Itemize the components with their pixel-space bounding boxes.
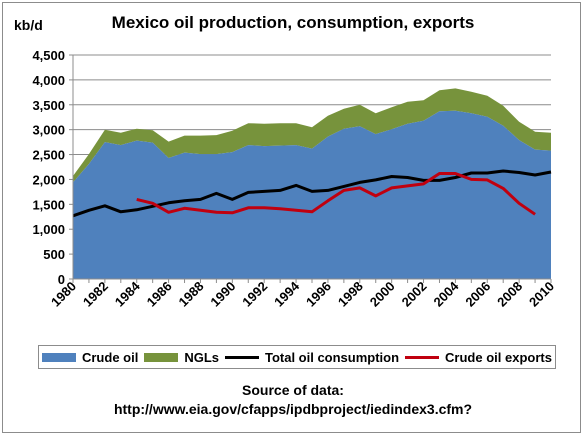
legend-item-crude-oil-exports: Crude oil exports <box>405 350 552 365</box>
legend-swatch-total-oil-consumption <box>224 355 259 359</box>
x-tick-label: 1998 <box>335 279 366 310</box>
x-tick-label: 1980 <box>48 279 79 310</box>
legend-item-ngls: NGLs <box>144 350 219 365</box>
y-tick-label: 1,500 <box>32 197 65 212</box>
x-tick-label: 2002 <box>399 279 430 310</box>
line-crude-oil-exports <box>136 172 536 216</box>
legend: Crude oil NGLs Total oil consumption Cru… <box>38 345 556 369</box>
legend-label-crude-oil-exports: Crude oil exports <box>445 349 552 365</box>
x-tick-label: 1992 <box>239 279 270 310</box>
y-tick-label: 3,000 <box>32 123 65 138</box>
area-ngls <box>73 88 551 183</box>
x-tick-label: 1982 <box>80 279 111 310</box>
legend-swatch-crude-oil <box>41 352 76 362</box>
legend-item-total-oil-consumption: Total oil consumption <box>224 349 400 365</box>
legend-label-crude-oil: Crude oil <box>81 349 139 365</box>
line-total-oil-consumption <box>72 169 552 218</box>
axes <box>69 54 552 283</box>
x-tick-label: 1986 <box>144 279 175 310</box>
x-tick-label: 1984 <box>112 278 144 310</box>
legend-item-crude-oil: Crude oil <box>41 349 139 365</box>
source-note: Source of data: http://www.eia.gov/cfapp… <box>0 381 586 419</box>
y-tick-label: 4,500 <box>32 48 65 63</box>
y-tick-label: 4,000 <box>32 73 65 88</box>
x-tick-label: 2010 <box>526 279 557 310</box>
x-tick-label: 2004 <box>430 278 462 310</box>
x-tick-label: 2006 <box>462 279 493 310</box>
y-tick-label: 0 <box>58 272 65 287</box>
area-crude-oil <box>73 110 551 279</box>
x-tick-label: 1988 <box>176 279 207 310</box>
x-tick-labels: 1980 1982 1984 1986 1988 1990 1992 1994 1996 1998… <box>48 278 557 310</box>
legend-label-ngls: NGLs <box>184 349 219 365</box>
y-axis-unit-label: kb/d <box>14 17 43 33</box>
y-tick-label: 2,500 <box>32 148 65 163</box>
legend-label-total-oil-consumption: Total oil consumption <box>264 349 400 365</box>
line-series <box>72 169 552 218</box>
chart-plot: 0 500 1,000 1,500 2,000 2,500 3,000 3,500 4,000 4… <box>32 48 557 310</box>
chart-title: Mexico oil production, consumption, expo… <box>111 13 475 32</box>
y-tick-label: 2,000 <box>32 172 65 187</box>
y-tick-label: 3,500 <box>32 98 65 113</box>
source-url: http://www.eia.gov/cfapps/ipdbproject/ie… <box>113 401 473 417</box>
y-tick-labels: 0 500 1,000 1,500 2,000 2,500 3,000 3,500 4,000 4… <box>32 48 65 287</box>
x-tick-label: 2000 <box>367 279 398 310</box>
legend-swatch-crude-oil-exports <box>405 355 440 359</box>
y-tick-label: 1,000 <box>32 222 65 237</box>
x-tick-label: 1990 <box>207 279 238 310</box>
source-heading: Source of data: <box>242 382 344 398</box>
x-tick-label: 2008 <box>494 279 525 310</box>
y-tick-label: 500 <box>43 247 65 262</box>
legend-swatch-ngls <box>144 352 179 362</box>
area-series <box>73 88 551 279</box>
x-tick-label: 1996 <box>303 279 334 310</box>
x-tick-label: 1994 <box>271 278 303 310</box>
